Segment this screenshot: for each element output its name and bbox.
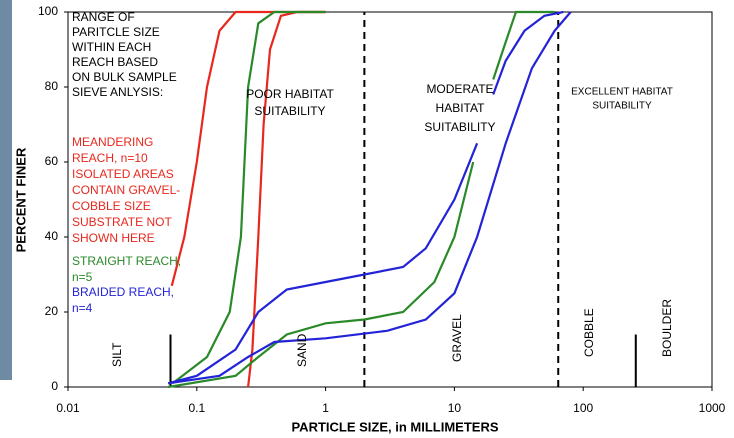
legend-text: SUBSTRATE NOT: [72, 215, 172, 229]
size-class-label: SAND: [295, 333, 309, 367]
x-tick-label: 1: [322, 401, 329, 415]
note-text: REACH BASED: [72, 55, 158, 69]
legend-text: BRAIDED REACH,: [72, 285, 174, 299]
curve: [170, 10, 326, 287]
x-tick-label: 0.1: [188, 401, 205, 415]
note-text: WITHIN EACH: [72, 40, 151, 54]
curve: [172, 10, 326, 385]
y-tick-label: 60: [45, 154, 59, 168]
y-tick-label: 100: [38, 4, 58, 18]
photo-strip: [0, 0, 12, 380]
x-tick-label: 0.01: [56, 401, 80, 415]
zone-label: MODERATE: [426, 82, 493, 96]
curve: [492, 10, 555, 80]
legend-text: SHOWN HERE: [72, 231, 155, 245]
curve: [168, 11, 572, 385]
legend-text: REACH, n=10: [72, 151, 148, 165]
curve: [492, 10, 564, 95]
y-axis-label: PERCENT FINER: [13, 147, 28, 252]
zone-label: SUITABILITY: [592, 101, 652, 112]
note-text: PARITCLE SIZE: [72, 25, 160, 39]
zone-label: POOR HABITAT: [246, 87, 334, 101]
size-class-label: SILT: [110, 342, 124, 367]
zone-label: SUITABILITY: [424, 120, 495, 134]
y-tick-label: 40: [45, 229, 59, 243]
x-tick-label: 100: [573, 401, 593, 415]
legend-text: COBBLE SIZE: [72, 199, 151, 213]
zone-label: SUITABILITY: [254, 104, 325, 118]
legend-text: CONTAIN GRAVEL-: [72, 183, 180, 197]
legend-text: ISOLATED AREAS: [72, 167, 174, 181]
note-text: ON BULK SAMPLE: [72, 70, 177, 84]
note-text: RANGE OF: [72, 10, 135, 24]
y-tick-label: 20: [45, 304, 59, 318]
legend-text: STRAIGHT REACH,: [72, 254, 181, 268]
legend-text: n=5: [72, 270, 93, 284]
x-tick-label: 1000: [699, 401, 726, 415]
x-tick-label: 10: [448, 401, 462, 415]
curve: [247, 10, 326, 388]
curve: [167, 142, 479, 385]
legend-text: n=4: [72, 301, 93, 315]
y-tick-label: 0: [51, 379, 58, 393]
zone-label: HABITAT: [436, 101, 486, 115]
size-class-label: BOULDER: [660, 299, 674, 357]
x-axis-label: PARTICLE SIZE, in MILLIMETERS: [291, 419, 498, 434]
zone-label: EXCELLENT HABITAT: [571, 87, 673, 98]
curve: [168, 161, 475, 389]
legend-text: MEANDERING: [72, 135, 153, 149]
size-class-label: COBBLE: [582, 308, 596, 357]
plot-frame: [67, 11, 713, 388]
note-text: SIEVE ANLYSIS:: [72, 85, 163, 99]
size-class-label: GRAVEL: [450, 314, 464, 362]
y-tick-label: 80: [45, 79, 59, 93]
